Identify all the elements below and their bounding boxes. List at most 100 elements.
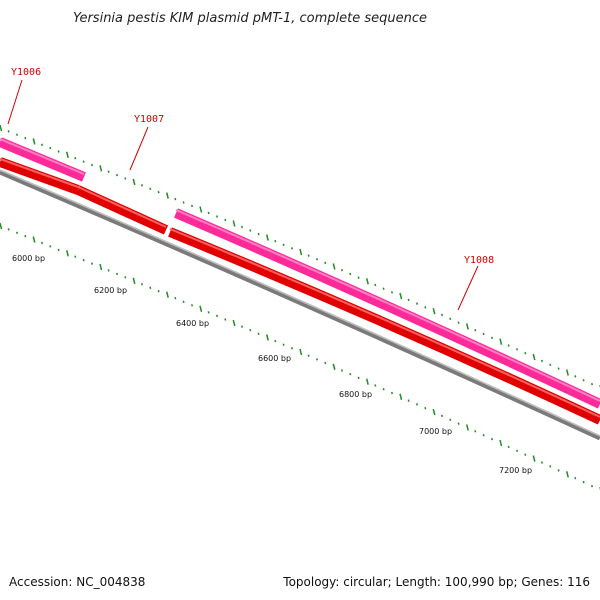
major-tick (265, 334, 269, 341)
minor-tick (49, 146, 52, 150)
scale-label-7000: 7000 bp (419, 427, 452, 436)
major-tick (132, 178, 136, 186)
major-tick (99, 263, 103, 271)
minor-tick (424, 406, 427, 410)
minor-tick (515, 348, 519, 351)
minor-tick (349, 372, 352, 376)
accession-text: Accession: NC_004838 (9, 575, 145, 589)
gene-label-Y1006[interactable]: Y1006 (7, 67, 41, 125)
gene-Y1008[interactable] (174, 208, 600, 409)
minor-tick (574, 476, 577, 480)
scale-label-6400: 6400 bp (176, 319, 209, 328)
minor-tick (274, 339, 277, 343)
minor-tick (390, 291, 394, 294)
major-tick (265, 234, 269, 241)
gene-Y1006-reverse-segment[interactable] (0, 157, 80, 195)
gene-Y1006[interactable] (0, 137, 86, 182)
minor-tick (15, 133, 19, 136)
major-tick (365, 278, 369, 285)
major-tick (232, 220, 236, 227)
minor-tick (157, 289, 160, 293)
minor-tick (582, 379, 585, 382)
minor-tick (274, 239, 277, 243)
major-tick (499, 439, 503, 447)
minor-tick (457, 422, 460, 425)
minor-tick (149, 286, 152, 290)
major-tick (99, 165, 103, 172)
major-tick (65, 250, 69, 257)
minor-tick (582, 480, 585, 484)
minor-tick (415, 403, 419, 406)
minor-tick (407, 298, 410, 302)
major-tick (0, 124, 3, 132)
major-tick (532, 353, 536, 361)
minor-tick (424, 306, 427, 309)
major-tick (0, 222, 3, 230)
minor-tick (215, 314, 219, 318)
minor-tick (590, 484, 594, 488)
minor-tick (115, 173, 119, 177)
major-tick (32, 236, 36, 243)
minor-tick (224, 218, 227, 222)
major-tick (332, 263, 336, 270)
minor-tick (349, 272, 352, 276)
minor-tick (7, 228, 10, 231)
minor-tick (507, 445, 510, 449)
minor-tick (482, 332, 485, 336)
minor-tick (507, 344, 510, 347)
minor-tick (249, 328, 252, 332)
map-title: Yersinia pestis KIM plasmid pMT-1, compl… (73, 11, 427, 26)
minor-tick (415, 302, 419, 305)
gene-label-Y1007[interactable]: Y1007 (129, 114, 164, 171)
minor-tick (315, 257, 319, 261)
minor-tick (182, 201, 185, 204)
minor-tick (24, 136, 27, 140)
minor-tick (324, 261, 327, 265)
major-tick (332, 363, 336, 370)
minor-tick (7, 130, 10, 133)
minor-tick (282, 243, 285, 247)
minor-tick (474, 328, 477, 332)
minor-tick (40, 143, 44, 147)
minor-tick (140, 184, 144, 187)
scale-label-6200: 6200 bp (94, 286, 127, 295)
minor-tick (440, 313, 444, 317)
minor-tick (257, 232, 260, 236)
minor-tick (107, 170, 110, 173)
scale-label-6800: 6800 bp (339, 390, 372, 399)
minor-tick (149, 187, 152, 191)
minor-tick (215, 215, 219, 218)
minor-tick (382, 387, 385, 391)
minor-tick (549, 465, 552, 468)
minor-tick (557, 469, 560, 472)
minor-tick (524, 453, 527, 456)
minor-tick (115, 272, 119, 276)
minor-tick (190, 204, 194, 208)
major-tick (199, 305, 203, 312)
minor-tick (340, 369, 344, 372)
svg-text:Y1007: Y1007 (134, 114, 164, 125)
major-tick (65, 151, 69, 158)
minor-tick (124, 177, 127, 180)
minor-tick (224, 318, 227, 321)
minor-tick (174, 296, 177, 300)
gene-reverse-long[interactable] (168, 227, 600, 425)
minor-tick (49, 245, 52, 248)
minor-tick (549, 363, 552, 367)
gene-Y1007[interactable] (75, 185, 169, 235)
outer-scale-ticks (0, 124, 600, 389)
minor-tick (590, 382, 594, 386)
minor-tick (382, 287, 385, 290)
gene-label-Y1008[interactable]: Y1008 (457, 255, 494, 311)
minor-tick (457, 321, 460, 324)
inner-scale-ticks (0, 222, 600, 491)
minor-tick (374, 283, 377, 287)
minor-tick (157, 190, 160, 194)
major-tick (399, 292, 403, 300)
minor-tick (182, 300, 185, 304)
minor-tick (82, 160, 85, 163)
minor-tick (207, 211, 210, 215)
minor-tick (124, 276, 127, 279)
minor-tick (482, 433, 485, 437)
minor-tick (24, 234, 27, 238)
